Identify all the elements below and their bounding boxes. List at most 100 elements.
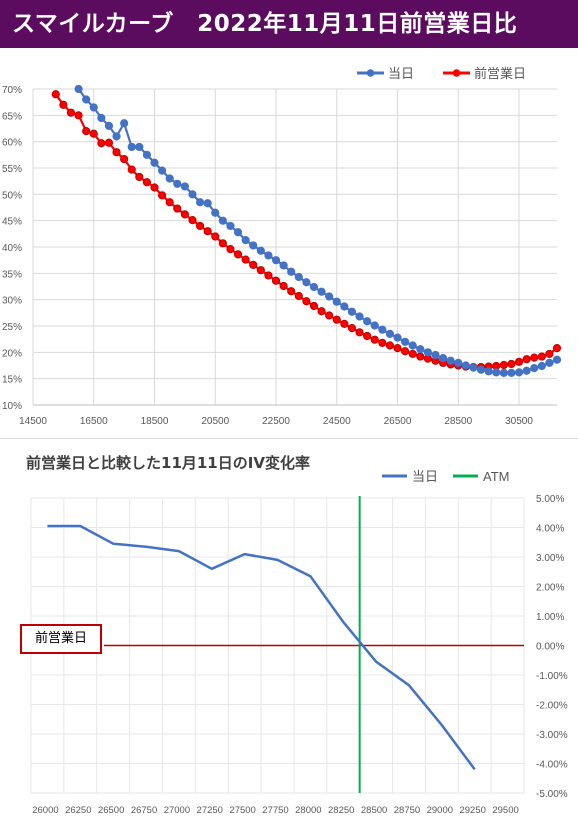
data-point	[492, 368, 501, 377]
data-point	[226, 221, 235, 231]
legend-label: 当日	[412, 469, 438, 484]
y-tick-label: -3.00%	[536, 730, 568, 741]
data-point	[317, 307, 326, 316]
data-point	[127, 165, 136, 174]
y-tick-label: 35%	[2, 269, 22, 280]
data-point	[287, 267, 296, 276]
data-point	[378, 338, 387, 347]
data-point	[302, 278, 311, 287]
x-tick-label: 28500	[444, 416, 472, 427]
data-point	[59, 100, 68, 109]
data-point	[325, 292, 334, 301]
data-point	[74, 111, 83, 120]
y-tick-label: 40%	[2, 243, 22, 254]
data-point	[363, 317, 372, 326]
data-point	[302, 297, 311, 306]
chart-title: 前営業日と比較した11月11日のIV変化率	[26, 454, 310, 472]
data-point	[469, 363, 478, 372]
data-point	[271, 276, 281, 285]
data-point	[499, 360, 508, 370]
x-tick-label: 16500	[80, 416, 108, 427]
x-tick-label: 26250	[65, 805, 91, 816]
data-point	[522, 366, 531, 375]
x-tick-label: 27750	[262, 805, 288, 816]
x-tick-label: 26750	[131, 805, 157, 816]
data-point	[514, 368, 524, 377]
data-point	[226, 245, 235, 254]
data-point	[127, 142, 136, 152]
data-point	[476, 365, 486, 374]
data-point	[507, 359, 516, 369]
data-point	[545, 349, 554, 359]
legend-label: 前営業日	[474, 66, 526, 81]
data-point	[120, 154, 129, 164]
data-point	[514, 357, 524, 366]
y-tick-label: -2.00%	[536, 701, 568, 712]
x-tick-label: 28250	[328, 805, 354, 816]
x-tick-label: 26500	[98, 805, 124, 816]
data-point	[241, 255, 250, 264]
data-point	[120, 119, 129, 128]
iv-change-chart: 前営業日と比較した11月11日のIV変化率 5.00% 4.00% 3.00% 2.0…	[0, 440, 578, 834]
data-point	[393, 344, 402, 353]
data-point	[195, 198, 205, 207]
data-point	[552, 355, 562, 364]
data-point	[552, 344, 562, 353]
data-point	[188, 216, 197, 225]
data-point	[249, 241, 258, 250]
data-point	[408, 341, 417, 350]
data-point	[294, 291, 303, 301]
data-point	[340, 302, 349, 311]
data-point	[89, 129, 98, 138]
y-tick-label: 1.00%	[536, 612, 564, 623]
data-point	[158, 191, 167, 200]
x-tick-label: 27500	[229, 805, 255, 816]
iv-change-svg: 5.00% 4.00% 3.00% 2.00% 1.00% 0.00% -1.00% -2.0…	[30, 469, 568, 816]
data-point	[180, 182, 189, 191]
y-tick-label: 10%	[2, 401, 22, 412]
data-point	[484, 367, 493, 376]
y-tick-label: 20%	[2, 348, 22, 359]
data-point	[249, 260, 258, 270]
x-tick-label: 29000	[427, 805, 453, 816]
data-point	[355, 312, 364, 321]
y-tick-label: 15%	[2, 375, 22, 386]
data-point	[347, 324, 357, 333]
data-point	[279, 261, 288, 270]
data-point	[89, 103, 98, 112]
data-point	[150, 158, 159, 167]
y-tick-label: 65%	[2, 111, 22, 122]
data-point	[142, 150, 152, 159]
x-tick-label: 26500	[384, 416, 412, 427]
x-tick-label: 29250	[459, 805, 485, 816]
data-point	[438, 354, 448, 363]
data-point	[530, 364, 539, 373]
data-point	[393, 333, 402, 342]
data-point	[173, 204, 182, 213]
data-point	[195, 221, 205, 231]
data-point	[165, 174, 174, 183]
data-point	[66, 108, 76, 117]
data-point	[241, 236, 250, 245]
data-point	[264, 251, 273, 260]
data-point	[385, 341, 395, 350]
data-point	[431, 350, 440, 360]
data-point	[461, 361, 470, 370]
data-point	[294, 272, 303, 282]
x-tick-label: 22500	[262, 416, 290, 427]
data-point	[264, 271, 273, 280]
previous-day-label: 前営業日	[20, 624, 102, 654]
data-point	[363, 331, 372, 341]
data-point	[309, 282, 319, 292]
legend-label: 当日	[388, 66, 414, 81]
data-point	[188, 190, 197, 199]
series-line	[77, 88, 558, 374]
data-point	[256, 246, 265, 255]
y-tick-label: 45%	[2, 217, 22, 228]
data-point	[180, 210, 189, 219]
data-point	[158, 166, 167, 175]
banner-title: スマイルカーブ 2022年11月11日前営業日比	[0, 0, 578, 48]
y-tick-label: -5.00%	[536, 789, 568, 800]
y-tick-label: 70%	[2, 85, 22, 96]
data-point	[150, 183, 159, 192]
